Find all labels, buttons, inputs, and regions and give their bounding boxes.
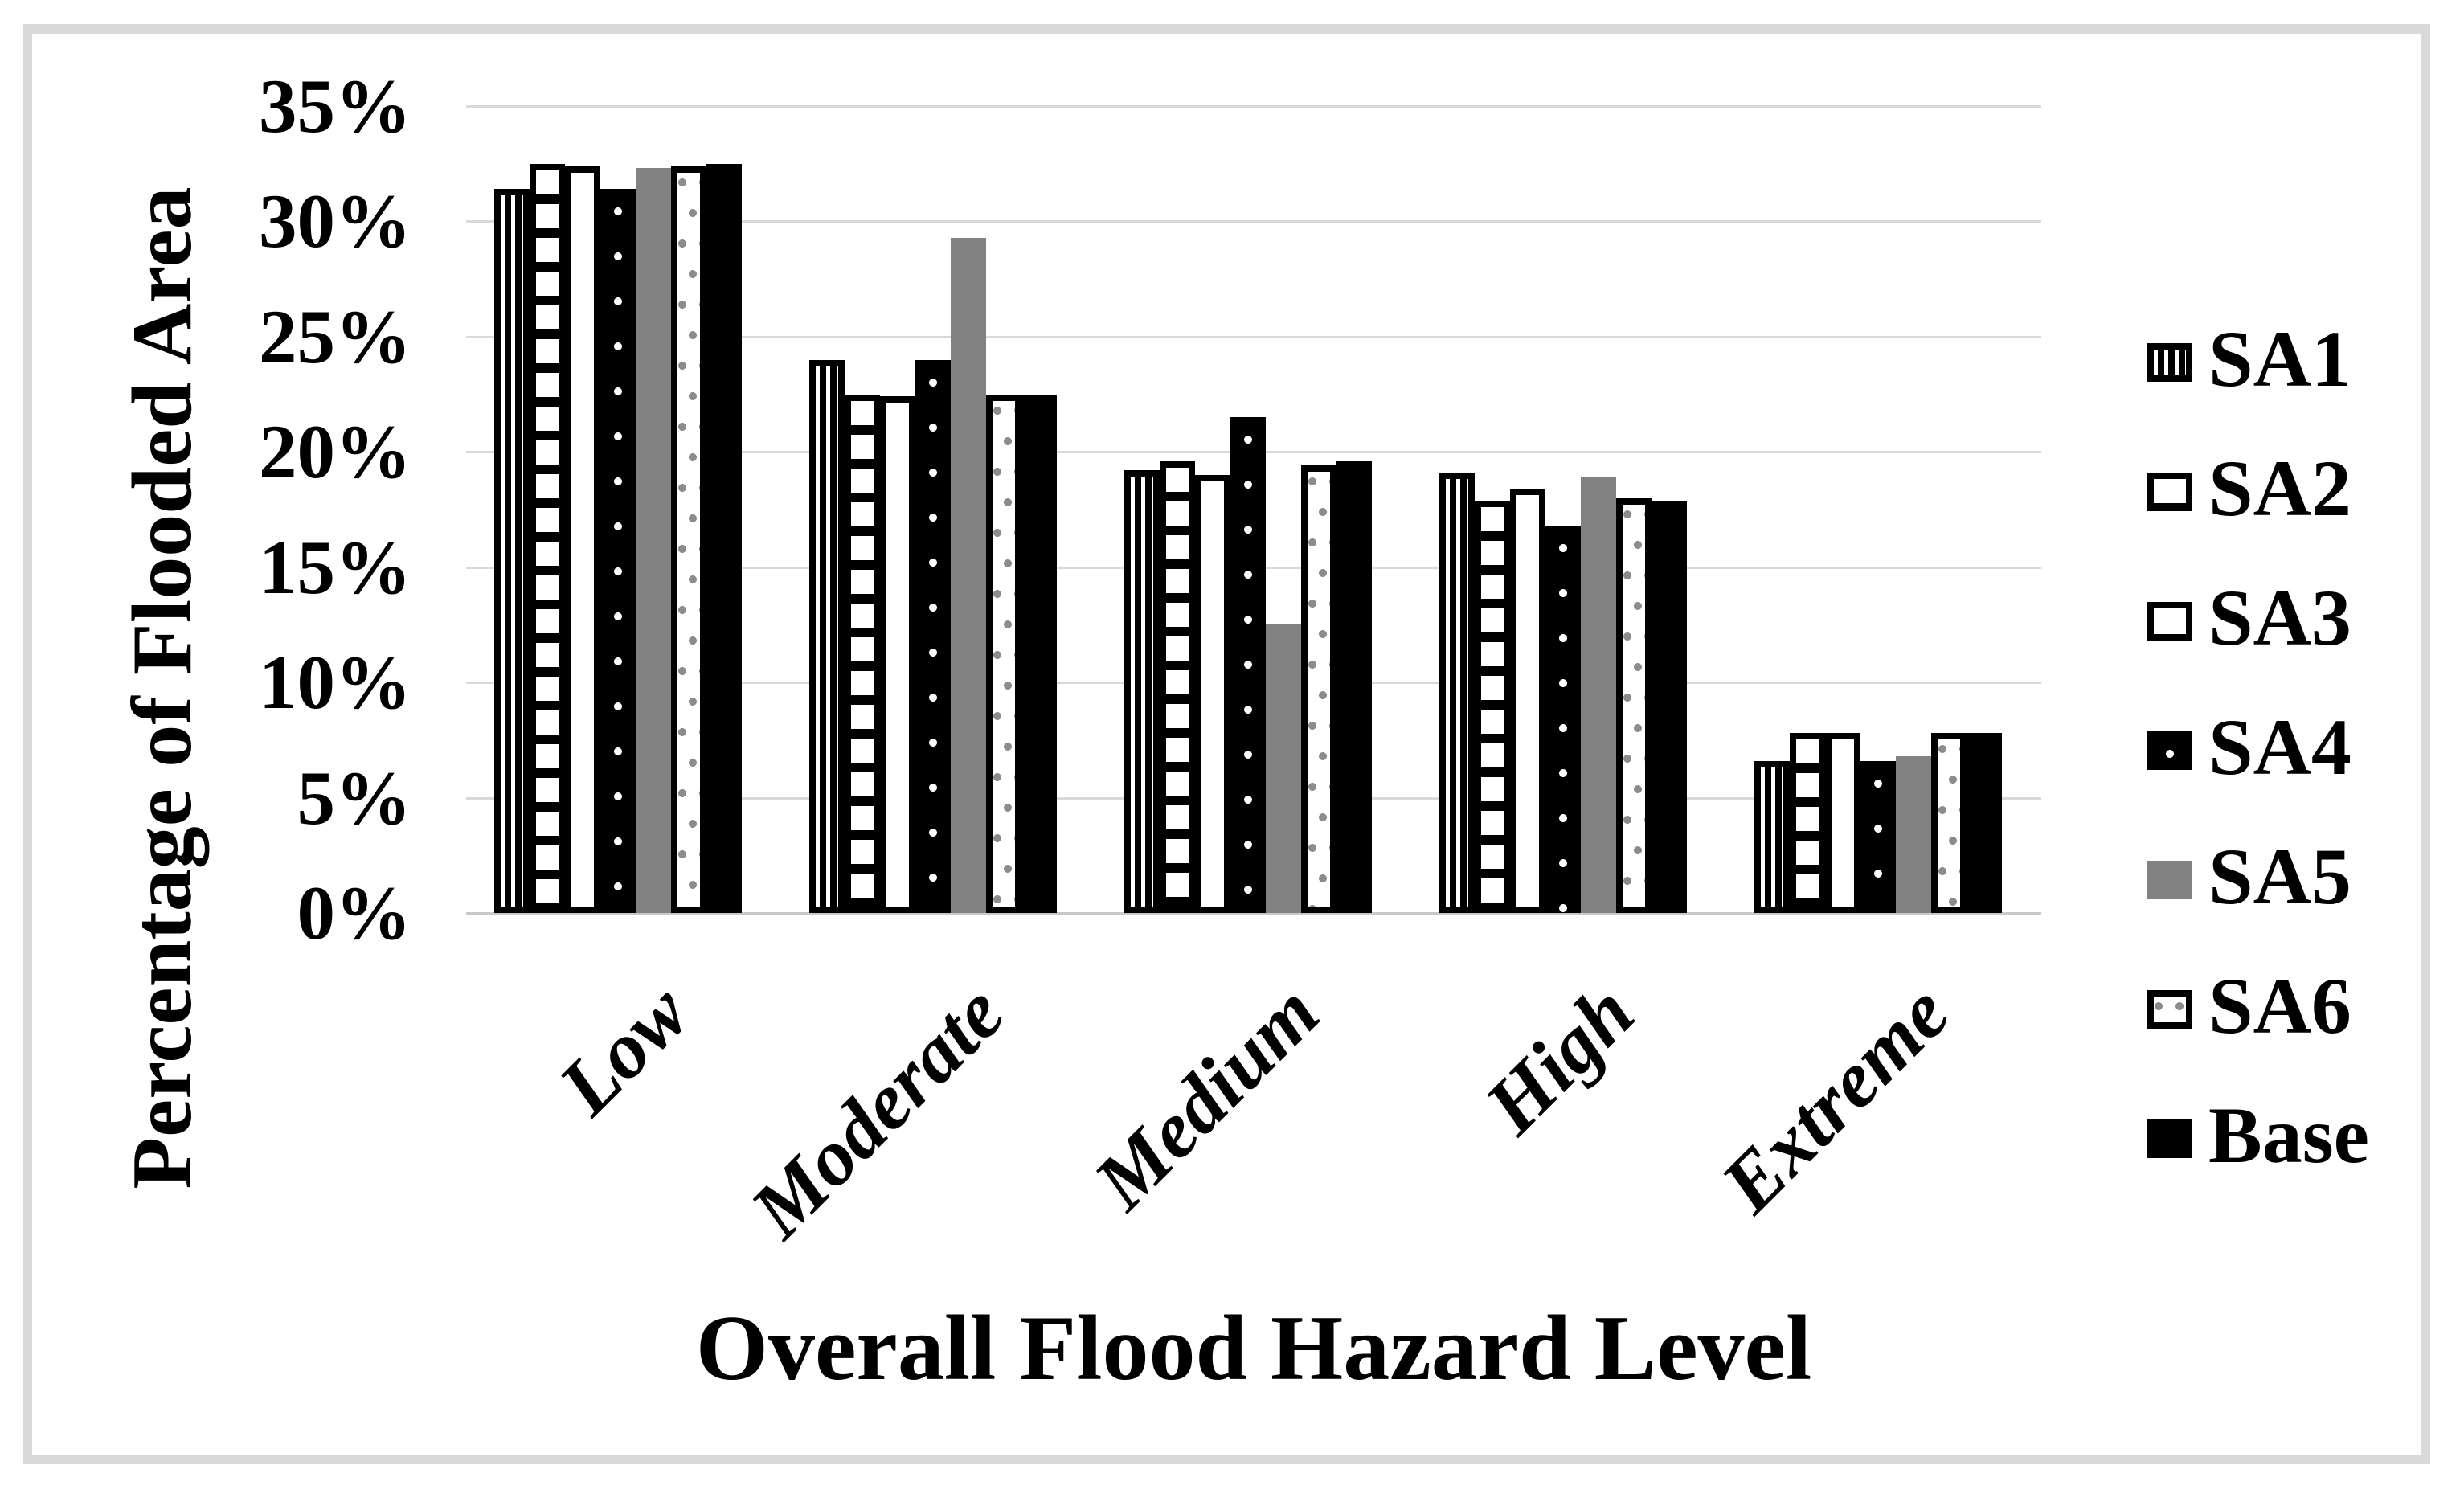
bar-SA5-Medium <box>1266 624 1301 913</box>
bar-SA1-Moderate <box>809 359 845 913</box>
legend-label-Base: Base <box>2208 1091 2369 1180</box>
bar-SA6-Low <box>671 166 706 913</box>
legend-swatch-SA1-icon <box>2147 343 2192 382</box>
bar-SA6-Extreme <box>1931 733 1967 913</box>
bar-SA3-Extreme <box>1825 733 1860 913</box>
bar-SA5-High <box>1581 477 1616 913</box>
figure-border <box>23 24 2430 1464</box>
bar-SA1-Extreme <box>1754 760 1790 913</box>
y-tick-label-35%: 35% <box>259 63 411 149</box>
y-tick-label-10%: 10% <box>259 640 411 726</box>
bar-Base-High <box>1652 500 1687 913</box>
bar-SA3-Low <box>565 166 600 913</box>
bar-SA4-High <box>1545 526 1581 913</box>
bar-SA2-High <box>1475 500 1510 913</box>
legend-swatch-SA3-icon <box>2147 602 2192 641</box>
bar-SA2-Medium <box>1160 460 1195 913</box>
y-tick-label-5%: 5% <box>297 755 412 841</box>
bar-SA2-Moderate <box>845 394 880 913</box>
legend-label-SA4: SA4 <box>2208 702 2351 792</box>
legend-swatch-SA5-icon <box>2147 861 2192 899</box>
y-tick-label-0%: 0% <box>297 870 412 956</box>
legend-swatch-SA6-icon <box>2147 990 2192 1029</box>
legend-label-SA2: SA2 <box>2208 444 2351 533</box>
legend-label-SA6: SA6 <box>2208 961 2351 1050</box>
gridline-35% <box>466 105 2041 108</box>
bar-SA6-Moderate <box>986 394 1021 913</box>
bar-SA1-High <box>1439 473 1475 913</box>
bar-SA4-Low <box>600 189 636 913</box>
bar-Base-Low <box>706 163 742 913</box>
gridline-30% <box>466 220 2041 223</box>
y-tick-label-25%: 25% <box>259 293 411 379</box>
bar-SA3-Medium <box>1195 474 1230 913</box>
bar-SA4-Moderate <box>915 359 951 913</box>
bar-SA2-Low <box>530 163 565 913</box>
bar-Base-Medium <box>1336 460 1372 913</box>
legend-swatch-SA2-icon <box>2147 473 2192 511</box>
bar-Base-Extreme <box>1967 733 2002 913</box>
bar-SA2-Extreme <box>1790 733 1825 913</box>
x-axis-title: Overall Flood Hazard Level <box>695 1297 1812 1400</box>
y-tick-label-30%: 30% <box>259 178 411 264</box>
bar-SA1-Medium <box>1124 470 1160 913</box>
bar-SA6-High <box>1616 497 1652 913</box>
legend-label-SA5: SA5 <box>2208 832 2351 921</box>
y-axis-title: Percentage of Flooded Area <box>115 186 209 1189</box>
legend-label-SA3: SA3 <box>2208 573 2351 662</box>
bar-SA5-Moderate <box>951 237 986 913</box>
gridline-25% <box>466 335 2041 338</box>
y-tick-label-20%: 20% <box>259 409 411 495</box>
bar-Base-Moderate <box>1021 394 1057 913</box>
legend-label-SA1: SA1 <box>2208 314 2351 403</box>
y-tick-label-15%: 15% <box>259 524 411 610</box>
gridline-0% <box>466 912 2041 915</box>
bar-SA1-Low <box>494 189 530 913</box>
bar-SA4-Medium <box>1230 417 1266 913</box>
bar-SA6-Medium <box>1301 465 1336 913</box>
bar-SA3-High <box>1510 489 1545 913</box>
bar-SA5-Low <box>636 168 671 913</box>
bar-SA4-Extreme <box>1860 760 1896 913</box>
legend-swatch-Base-icon <box>2147 1119 2192 1158</box>
bar-SA5-Extreme <box>1896 755 1931 913</box>
bar-SA3-Moderate <box>880 396 915 913</box>
legend-swatch-SA4-icon <box>2147 731 2192 770</box>
